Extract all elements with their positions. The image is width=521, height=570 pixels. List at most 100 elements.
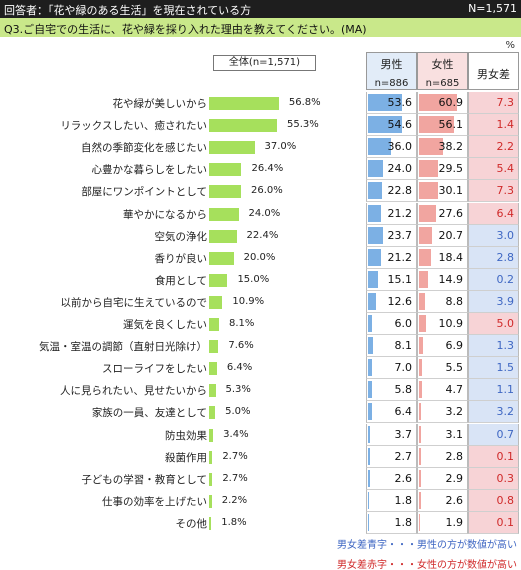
male-value: 36.0: [387, 140, 413, 154]
male-bar: [368, 116, 403, 134]
respondent-header: 回答者：「花や緑のある生活」を現在されている方 N=1,571: [0, 0, 521, 18]
chart-row: 自然の季節変化を感じたい 37.0% 36.0 38.2 2.2: [0, 136, 521, 159]
diff-cell: 7.3: [468, 92, 519, 114]
female-value: 18.4: [438, 250, 464, 264]
diff-cell: 7.3: [468, 180, 519, 203]
category-label: 自然の季節変化を感じたい: [81, 142, 207, 155]
diff-cell: 0.2: [468, 268, 519, 291]
total-value-label: 26.0%: [250, 185, 283, 197]
chart-row: 仕事の効率を上げたい 2.2% 1.8 2.6 0.8: [0, 489, 521, 512]
male-value: 1.8: [394, 493, 413, 507]
male-cell: 54.6: [366, 114, 417, 137]
n-total: N=1,571: [468, 2, 517, 15]
female-bar: [419, 138, 444, 156]
male-bar: [368, 270, 378, 288]
question-header: Q3.ご自宅での生活に、花や緑を採り入れた理由を教えてください。(MA): [0, 18, 521, 37]
total-value-label: 26.4%: [251, 163, 284, 175]
female-cell: 14.9: [417, 268, 468, 291]
category-label: 華やかになるから: [123, 208, 207, 221]
chart-row: 華やかになるから 24.0% 21.2 27.6 6.4: [0, 202, 521, 225]
chart-row: 花や緑が美しいから 56.8% 53.6 60.9 7.3: [0, 92, 521, 114]
diff-cell: 1.5: [468, 357, 519, 380]
male-cell: 7.0: [366, 357, 417, 380]
diff-cell: 0.1: [468, 445, 519, 468]
diff-cell: 0.1: [468, 511, 519, 534]
female-cell: 3.2: [417, 401, 468, 424]
diff-value: 2.2: [496, 140, 515, 154]
total-value-label: 15.0%: [237, 273, 270, 285]
diff-cell: 5.4: [468, 158, 519, 181]
diff-cell: 0.3: [468, 467, 519, 490]
chart-row: 人に見られたい、見せたいから 5.3% 5.8 4.7 1.1: [0, 379, 521, 402]
male-cell: 21.2: [366, 202, 417, 225]
chart-row: 空気の浄化 22.4% 23.7 20.7 3.0: [0, 224, 521, 247]
total-value-label: 22.4%: [246, 229, 279, 241]
category-label: 殺菌作用: [165, 451, 207, 464]
female-bar: [419, 491, 421, 509]
male-cell: 15.1: [366, 268, 417, 291]
female-value: 1.9: [445, 515, 464, 529]
female-cell: 27.6: [417, 202, 468, 225]
male-cell: 6.4: [366, 401, 417, 424]
diff-value: 3.2: [496, 405, 515, 419]
chart-row: 子どもの学習・教育として 2.7% 2.6 2.9 0.3: [0, 467, 521, 490]
male-bar: [368, 138, 391, 156]
male-value: 15.1: [387, 272, 413, 286]
male-cell: 2.7: [366, 445, 417, 468]
respondent-text: 回答者：「花や緑のある生活」を現在されている方: [4, 4, 252, 17]
category-label: 防虫効果: [165, 429, 207, 442]
diff-cell: 5.0: [468, 313, 519, 335]
male-value: 1.8: [394, 515, 413, 529]
diff-cell: 3.0: [468, 224, 519, 247]
male-bar: [368, 381, 372, 399]
female-bar: [419, 337, 424, 355]
diff-value: 1.5: [496, 361, 515, 375]
male-bar: [368, 425, 371, 443]
female-bar: [419, 425, 421, 443]
male-n: n=886: [374, 78, 409, 89]
total-value-label: 24.0%: [248, 207, 281, 219]
female-cell: 18.4: [417, 246, 468, 269]
male-cell: 53.6: [366, 92, 417, 114]
female-bar: [419, 469, 421, 487]
female-value: 3.2: [445, 405, 464, 419]
female-bar: [419, 359, 423, 377]
male-cell: 3.7: [366, 423, 417, 446]
female-value: 3.1: [445, 427, 464, 441]
male-bar: [368, 94, 402, 111]
female-bar: [419, 270, 429, 288]
female-bar: [419, 204, 437, 222]
female-cell: 6.9: [417, 335, 468, 358]
category-label: リラックスしたい、癒されたい: [60, 120, 207, 133]
category-label: 子どもの学習・教育として: [81, 473, 207, 486]
male-cell: 1.8: [366, 489, 417, 512]
total-bar: [209, 318, 219, 331]
male-value: 7.0: [394, 361, 413, 375]
female-bar: [419, 160, 438, 178]
diff-value: 0.1: [496, 515, 515, 529]
male-bar: [368, 315, 372, 332]
female-cell: 60.9: [417, 92, 468, 114]
total-bar: [209, 185, 241, 199]
total-bar: [209, 516, 212, 530]
chart-row: 食用として 15.0% 15.1 14.9 0.2: [0, 268, 521, 291]
male-value: 12.6: [387, 294, 413, 308]
total-value-label: 1.8%: [221, 516, 247, 528]
male-value: 5.8: [394, 383, 413, 397]
male-value: 6.0: [394, 317, 413, 330]
male-value: 22.8: [387, 184, 413, 198]
category-label: 食用として: [154, 274, 207, 287]
diff-value: 0.1: [496, 449, 515, 463]
male-cell: 23.7: [366, 224, 417, 247]
female-bar: [419, 94, 458, 111]
diff-cell: 0.8: [468, 489, 519, 512]
total-bar: [209, 251, 234, 265]
male-value: 23.7: [387, 228, 413, 242]
male-value: 8.1: [394, 339, 413, 353]
diff-value: 5.4: [496, 162, 515, 176]
male-bar: [368, 513, 370, 531]
female-cell: 30.1: [417, 180, 468, 203]
male-bar: [368, 403, 373, 421]
male-value: 21.2: [387, 206, 413, 220]
total-bar: [209, 450, 213, 464]
